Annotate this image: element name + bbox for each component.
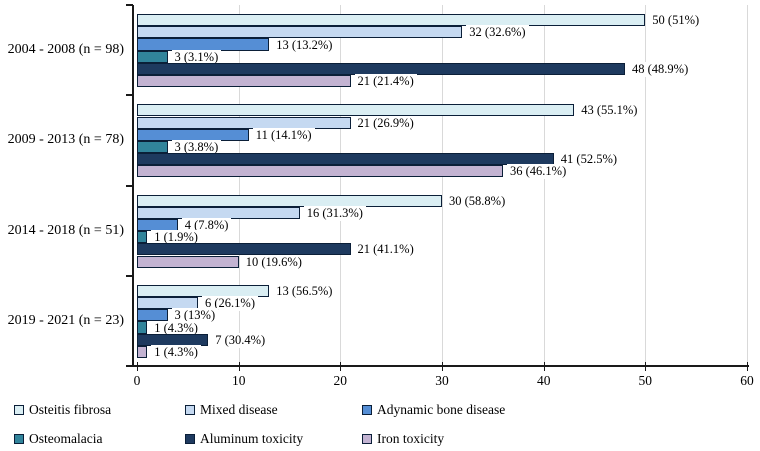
- bar-value-label: 4 (7.8%): [181, 218, 232, 233]
- bar-value-label: 7 (30.4%): [212, 332, 269, 348]
- bar: [137, 321, 148, 334]
- bar-value-label: 3 (13%): [171, 308, 219, 324]
- bar: [137, 309, 168, 322]
- x-tick-label: 0: [133, 373, 141, 388]
- gridline: [747, 5, 748, 366]
- bar: [137, 75, 351, 88]
- gridline: [340, 5, 342, 366]
- y-axis-line: [132, 5, 134, 367]
- y-axis-tick: [126, 94, 133, 97]
- bar: [137, 116, 351, 129]
- bar-value-label: 32 (32.6%): [466, 25, 529, 41]
- bar-value-label: 21 (26.9%): [354, 115, 417, 131]
- y-axis-tick: [126, 274, 133, 277]
- bar-value-label: 11 (14.1%): [252, 127, 315, 143]
- category-label: 2004 - 2008 (n = 98): [7, 42, 124, 58]
- bar: [137, 50, 168, 63]
- bar: [137, 194, 442, 207]
- bar-value-label: 6 (26.1%): [202, 296, 258, 312]
- x-axis-line: [132, 365, 749, 367]
- x-tick-label: 30: [435, 373, 449, 388]
- bar-value-label: 21 (41.1%): [354, 242, 417, 258]
- bar-value-label: 36 (46.1%): [507, 164, 570, 180]
- bar-value-label: 1 (4.3%): [151, 344, 201, 360]
- x-tick-label: 50: [638, 373, 653, 388]
- bar-value-label: 10 (19.6%): [242, 254, 305, 270]
- category-label: 2019 - 2021 (n = 23): [7, 312, 124, 328]
- bar: [137, 14, 646, 27]
- bar-value-label: 1 (1.9%): [151, 230, 201, 246]
- bar-value-label: 41 (52.5%): [557, 152, 621, 168]
- y-axis-tick: [126, 4, 133, 6]
- category-label: 2009 - 2013 (n = 78): [7, 132, 124, 148]
- bar: [137, 140, 168, 153]
- y-axis-tick: [126, 184, 133, 187]
- y-axis-tick: [126, 365, 133, 367]
- bar: [137, 255, 239, 268]
- bar: [137, 165, 503, 178]
- bar-value-label: 16 (31.3%): [303, 205, 366, 221]
- bar-value-label: 3 (3.8%): [171, 139, 222, 155]
- bar-value-label: 13 (56.5%): [273, 283, 336, 299]
- bar: [137, 153, 554, 166]
- bar-value-label: 43 (55.1%): [578, 103, 641, 119]
- bar-value-label: 21 (21.4%): [354, 74, 417, 90]
- bar-value-label: 1 (4.3%): [151, 320, 201, 336]
- bar-value-label: 30 (58.8%): [446, 193, 509, 209]
- bar: [137, 296, 198, 310]
- bar: [137, 345, 148, 358]
- bar-value-label: 48 (48.9%): [629, 61, 692, 77]
- gridline: [543, 5, 545, 366]
- bar-value-label: 50 (51%): [649, 13, 703, 29]
- bar: [137, 231, 148, 244]
- gridline: [238, 5, 240, 366]
- bar-value-label: 13 (13.2%): [273, 37, 336, 53]
- x-tick-label: 40: [536, 373, 551, 388]
- gridline: [645, 5, 647, 366]
- bar-value-label: 3 (3.1%): [171, 49, 222, 65]
- x-tick-label: 20: [333, 373, 348, 388]
- x-tick-label: 10: [231, 373, 246, 388]
- gridline: [442, 5, 443, 366]
- category-label: 2014 - 2018 (n = 51): [7, 222, 124, 238]
- x-tick-label: 60: [740, 373, 754, 388]
